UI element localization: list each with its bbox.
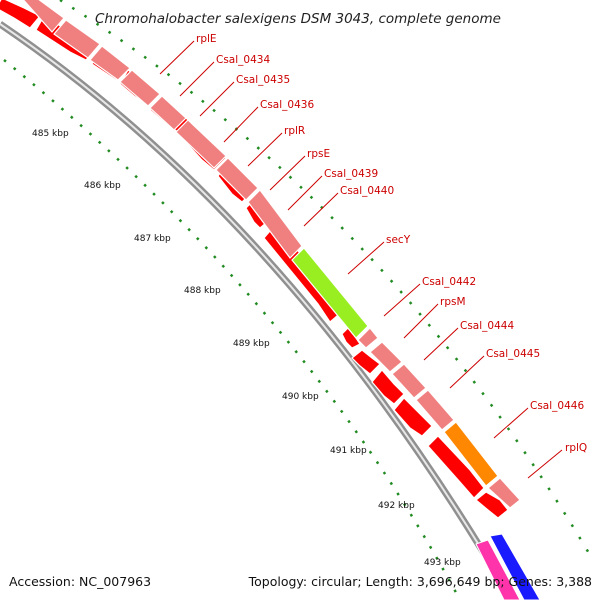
gene-label[interactable]: rpsE [307,148,330,160]
gene-label[interactable]: Csal_0434 [216,54,270,66]
cds-arrow-Csal_0445[interactable] [393,397,433,437]
gene-label[interactable]: Csal_0436 [260,99,314,111]
gene-bar-secY[interactable] [291,247,369,339]
kbp-label: 491 kbp [330,446,367,456]
gene-label[interactable]: rplQ [565,442,587,454]
gene-label[interactable]: Csal_0444 [460,320,514,332]
cds-arrow-rpsM[interactable] [351,349,381,375]
kbp-dotted-line-inner [3,59,462,600]
kbp-label: 493 kbp [424,558,461,568]
kbp-label: 489 kbp [233,339,270,349]
gene-bar-Csal_0440[interactable] [247,189,303,259]
gene-label[interactable]: Csal_0446 [530,400,584,412]
kbp-tick-labels: 485 kbp 486 kbp 487 kbp 488 kbp 489 kbp … [32,129,461,568]
gene-label[interactable]: Csal_0442 [422,276,476,288]
gene-bar-Csal_0439[interactable] [215,157,259,201]
gene-bar-rpsE[interactable] [175,119,227,169]
kbp-label: 485 kbp [32,129,69,139]
gene-bar-Csal_0436[interactable] [119,69,161,107]
kbp-label: 490 kbp [282,392,319,402]
gene-label[interactable]: rplE [196,33,217,45]
pink-feature[interactable] [475,539,521,600]
kbp-label: 492 kbp [378,501,415,511]
label-leader-lines [159,40,563,479]
gene-bar-rpsM[interactable] [369,341,403,373]
kbp-label: 487 kbp [134,234,171,244]
gene-label[interactable]: Csal_0445 [486,348,540,360]
gene-bar-Csal_0445[interactable] [415,389,455,431]
cds-arrow-rplQ[interactable] [475,491,509,519]
gene-bar-Csal_0435[interactable] [89,45,131,81]
kbp-label: 486 kbp [84,181,121,191]
topology-text: Topology: circular; Length: 3,696,649 bp… [248,574,592,589]
gene-bar-Csal_0444[interactable] [391,363,427,399]
gene-labels: rplE Csal_0434 Csal_0435 Csal_0436 rplR … [196,33,587,454]
gene-label[interactable]: rpsM [440,296,466,308]
gene-bar-Csal_0434[interactable] [53,19,101,59]
gene-bar-rplR[interactable] [149,95,187,131]
accession-text: Accession: NC_007963 [9,574,151,589]
kbp-label: 488 kbp [184,286,221,296]
map-title: Chromohalobacter salexigens DSM 3043, co… [95,11,501,27]
gene-bar-rplQ[interactable] [487,477,521,509]
gene-bar-Csal_0442[interactable] [357,327,379,349]
gene-label[interactable]: Csal_0435 [236,74,290,86]
genome-backbone [0,21,516,600]
cds-arrow-Csal_0444[interactable] [371,369,405,405]
cds-arrow-rplE[interactable] [0,0,41,29]
blue-feature[interactable] [489,533,541,600]
genome-backbone-inner [0,23,513,600]
gene-bar-lane [20,0,521,509]
cds-arrow-Csal_0446[interactable] [427,435,485,499]
gene-bar-Csal_0446[interactable] [443,421,499,487]
gene-label[interactable]: rplR [284,125,305,137]
gene-label[interactable]: Csal_0440 [340,185,394,197]
gene-label[interactable]: secY [386,234,411,246]
gene-label[interactable]: Csal_0439 [324,168,378,180]
tick-dotted-line-outer [59,0,592,556]
gene-bar-rplE[interactable] [20,0,65,33]
